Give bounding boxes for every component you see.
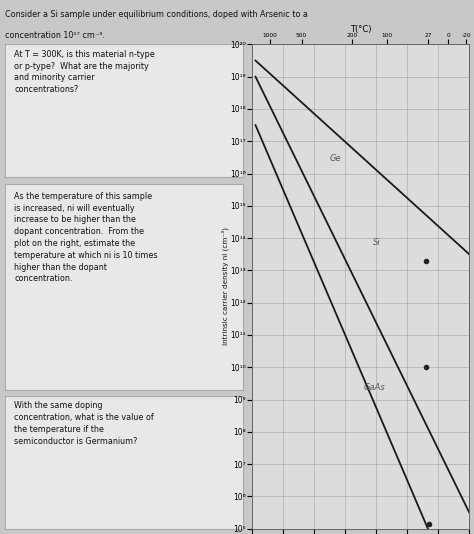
Text: With the same doping
concentration, what is the value of
the temperature if the
: With the same doping concentration, what… (14, 401, 154, 445)
Text: Ge: Ge (330, 154, 341, 163)
Text: GaAs: GaAs (364, 383, 386, 392)
Text: At T = 300K, is this material n-type
or p-type?  What are the majority
and minor: At T = 300K, is this material n-type or … (14, 50, 155, 94)
Text: Si: Si (373, 238, 381, 247)
Y-axis label: Intrinsic carrier density ni (cm⁻³): Intrinsic carrier density ni (cm⁻³) (221, 227, 229, 345)
Text: concentration 10¹⁷ cm⁻³.: concentration 10¹⁷ cm⁻³. (5, 31, 105, 40)
Text: Consider a Si sample under equilibrium conditions, doped with Arsenic to a: Consider a Si sample under equilibrium c… (5, 11, 308, 19)
X-axis label: T(°C): T(°C) (350, 25, 372, 34)
Text: As the temperature of this sample
is increased, ni will eventually
increase to b: As the temperature of this sample is inc… (14, 192, 158, 284)
